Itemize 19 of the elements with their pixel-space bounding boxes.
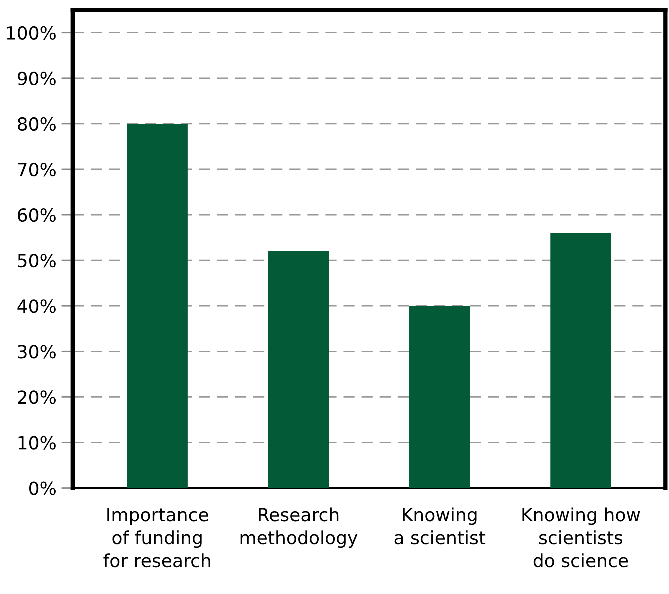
y-tick-label: 20%	[18, 390, 56, 404]
y-tick-label: 70%	[18, 162, 56, 177]
x-tick-label: Knowing how scientists do science	[522, 508, 640, 568]
bar	[268, 251, 330, 488]
y-tick-label: 80%	[18, 117, 56, 132]
bar	[410, 306, 470, 488]
bar	[127, 124, 188, 488]
y-tick-label: 90%	[18, 72, 56, 86]
y-tick-label: 0%	[29, 482, 56, 496]
y-tick-label: 30%	[18, 345, 56, 359]
y-tick-label: 10%	[18, 436, 56, 450]
bar	[550, 233, 612, 488]
x-tick-label: Knowing a scientist	[394, 508, 486, 545]
y-tick-label: 50%	[18, 254, 56, 268]
y-tick-label: 60%	[18, 208, 56, 222]
x-tick-label: Importance of funding for research	[104, 508, 210, 568]
y-tick-label: 100%	[7, 26, 56, 40]
y-tick-label: 40%	[18, 300, 56, 314]
x-tick-label: Research methodology	[240, 508, 358, 548]
